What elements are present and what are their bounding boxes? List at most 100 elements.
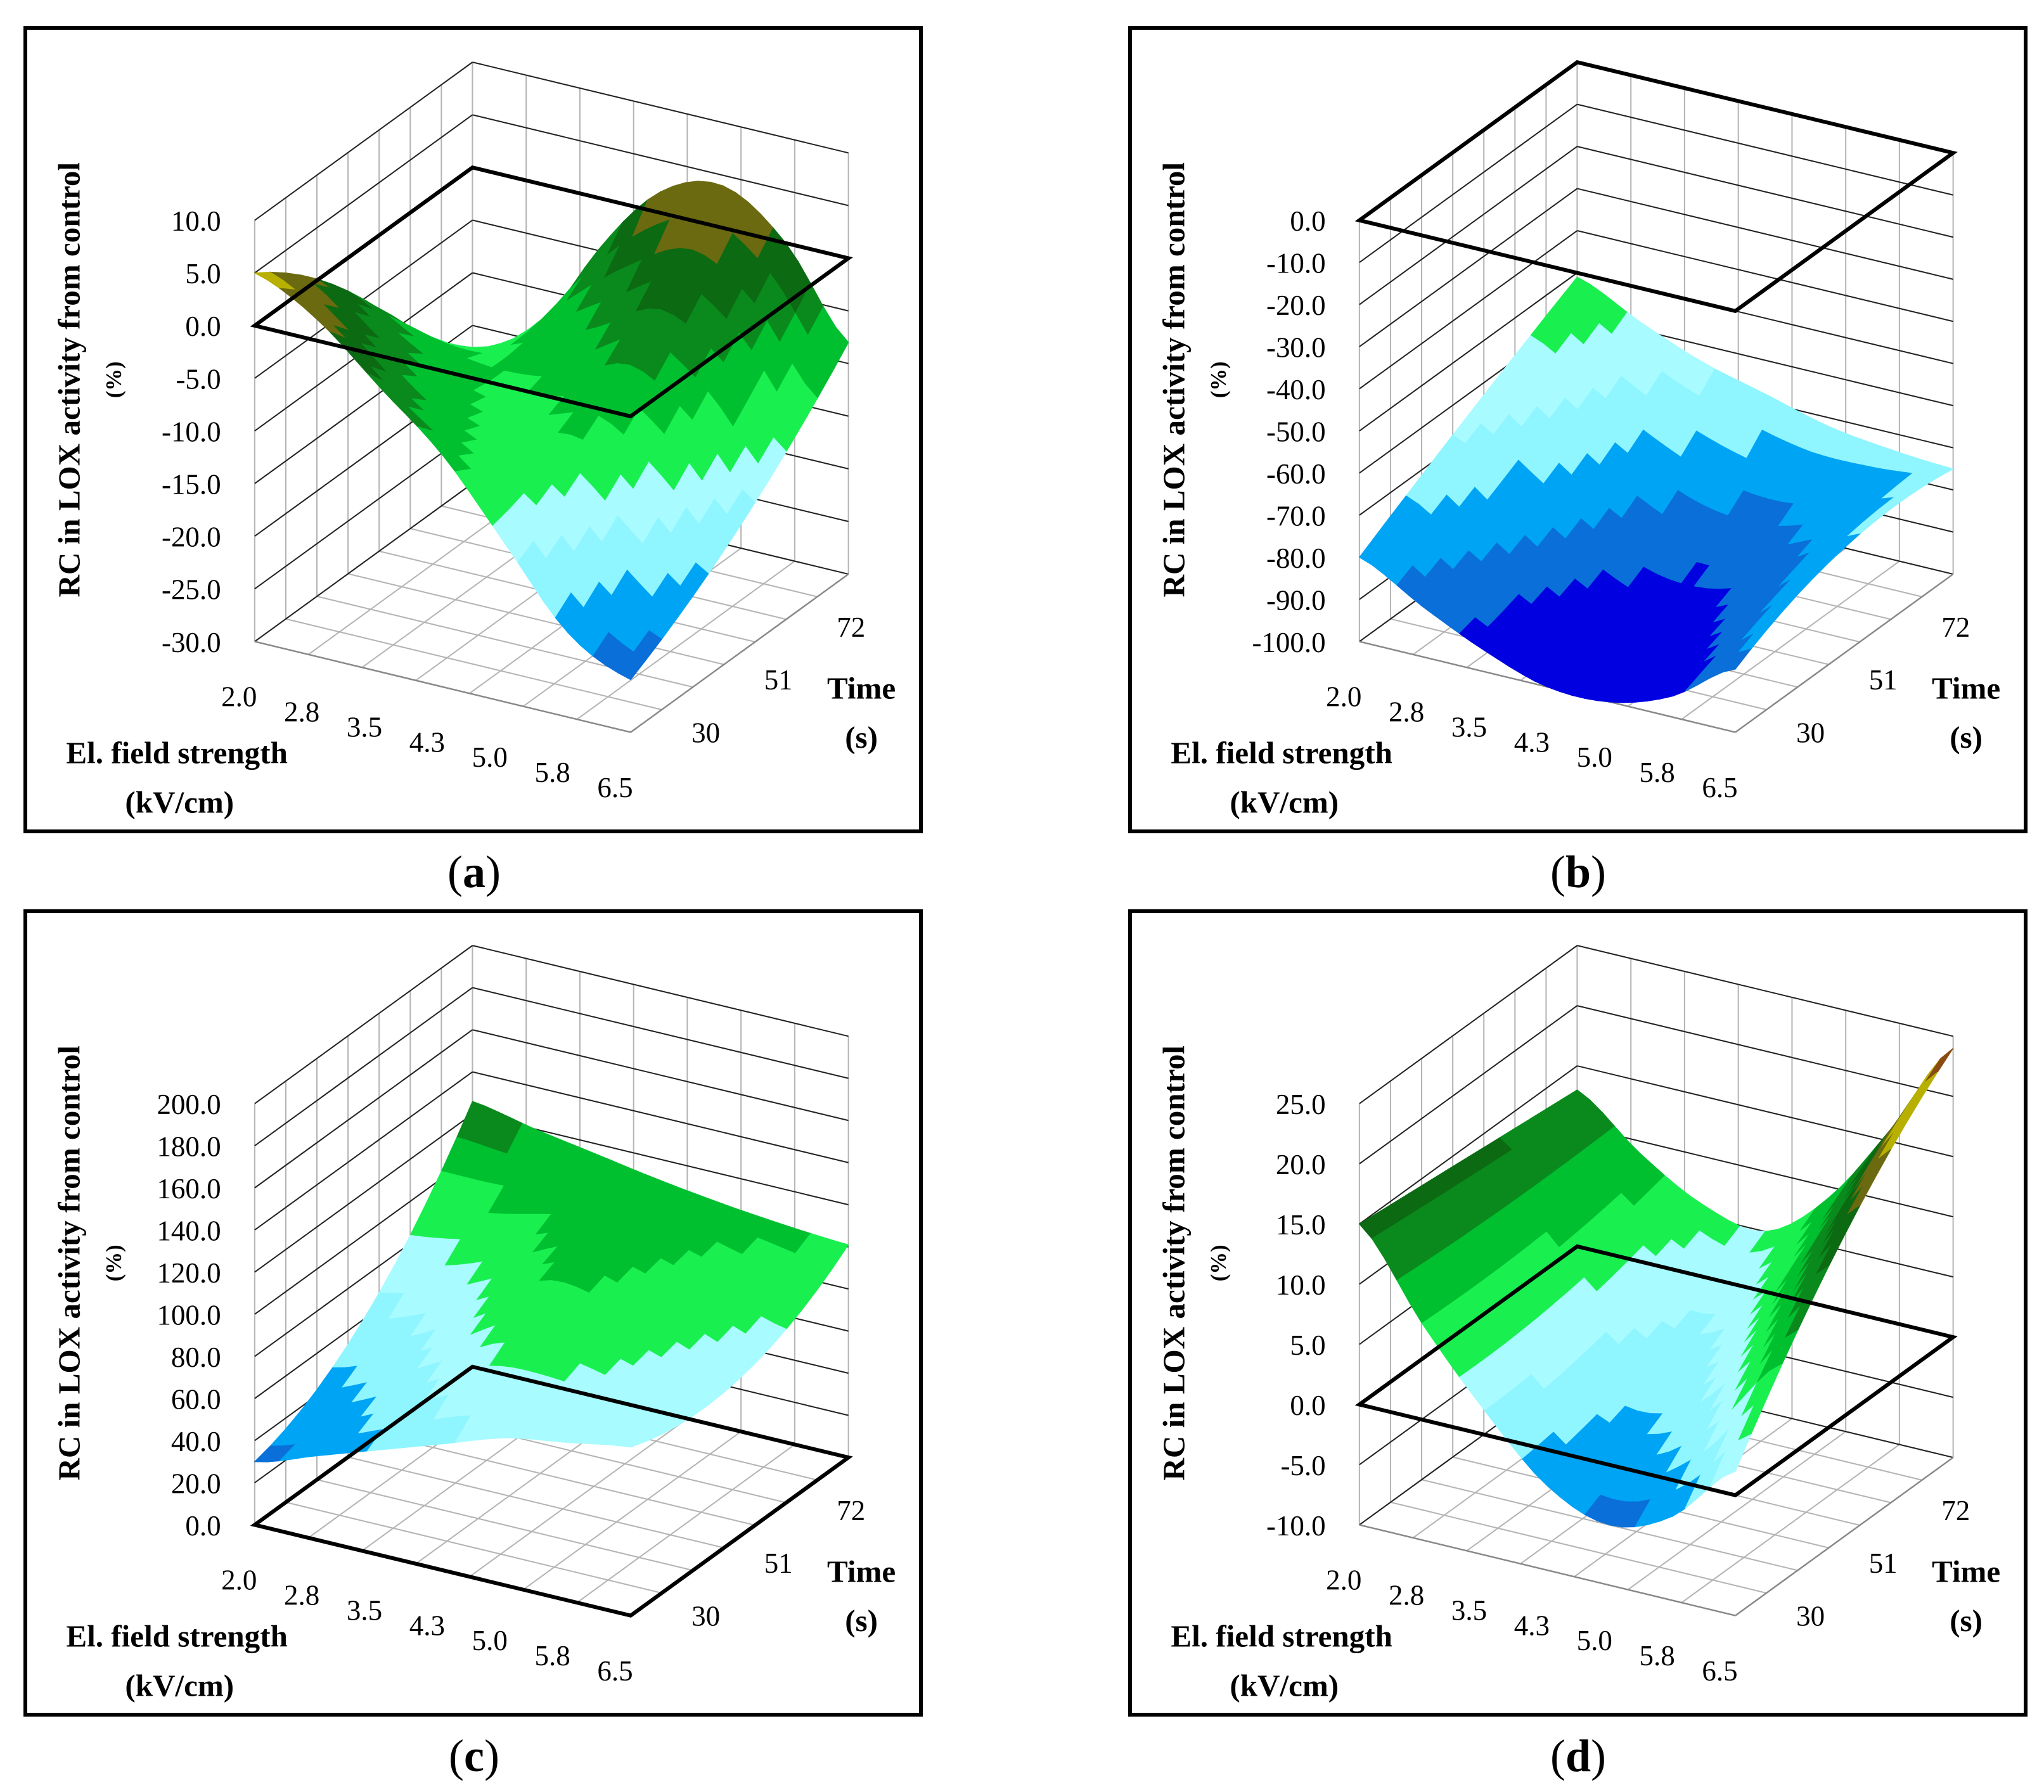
x-tick-label: 2.0 bbox=[1326, 681, 1361, 713]
z-tick-label: -10.0 bbox=[1266, 248, 1326, 279]
z-axis-unit: (%) bbox=[1206, 1245, 1231, 1281]
zero-reference-plane bbox=[1354, 60, 1958, 314]
z-tick-label: 80.0 bbox=[171, 1341, 221, 1373]
floor-grid-line bbox=[576, 1443, 795, 1603]
x-tick-label: 3.5 bbox=[1451, 711, 1487, 743]
z-tick-label: 60.0 bbox=[171, 1383, 221, 1415]
z-tick-label: 0.0 bbox=[1290, 205, 1325, 237]
surface-patch bbox=[617, 651, 647, 681]
x-tick-label: 5.0 bbox=[1577, 1625, 1612, 1656]
surface-patch bbox=[1924, 1047, 1954, 1083]
y-tick-label: 72 bbox=[837, 1495, 865, 1526]
surface-patch bbox=[616, 1438, 648, 1448]
x-tick-label: 2.8 bbox=[284, 1580, 319, 1611]
panel-label-c: (c) bbox=[449, 1731, 499, 1781]
z-tick-label: 40.0 bbox=[171, 1426, 221, 1457]
x-tick-label: 4.3 bbox=[1514, 726, 1550, 758]
z-axis-unit: (%) bbox=[1206, 361, 1231, 398]
floor-grid-line bbox=[1627, 1431, 1846, 1590]
z-grid-line bbox=[254, 987, 473, 1146]
z-tick-label: 0.0 bbox=[185, 310, 221, 342]
z-tick-label: -20.0 bbox=[1266, 290, 1326, 321]
y-axis-unit: (s) bbox=[1950, 1603, 1983, 1638]
z-grid-line bbox=[1577, 945, 1953, 1037]
x-axis-unit: (kV/cm) bbox=[125, 784, 234, 819]
z-tick-label: 100.0 bbox=[157, 1299, 221, 1331]
z-tick-label: 0.0 bbox=[1290, 1390, 1325, 1421]
y-axis-title: Time bbox=[827, 1554, 896, 1589]
z-grid-line bbox=[254, 1113, 473, 1273]
floor-grid-line bbox=[316, 1479, 693, 1571]
z-tick-label: -25.0 bbox=[162, 574, 221, 606]
z-tick-label: -10.0 bbox=[162, 416, 221, 447]
x-axis-unit: (kV/cm) bbox=[125, 1668, 234, 1703]
z-grid-line bbox=[1577, 230, 1953, 323]
z-tick-label: -30.0 bbox=[162, 627, 221, 658]
floor-grid-line bbox=[1390, 1501, 1767, 1594]
chart-panel-b: 0.0 -10.0 -20.0 -30.0 -40.0 -50.0 -60.0 -70.0 -8… bbox=[1128, 26, 2028, 833]
surface-patch bbox=[1893, 1096, 1923, 1133]
y-axis-line bbox=[1735, 1457, 1954, 1616]
z-grid-line bbox=[254, 430, 473, 590]
z-axis-unit: (%) bbox=[101, 1245, 126, 1281]
floor-grid-line bbox=[576, 560, 795, 720]
y-tick-label: 72 bbox=[1941, 611, 1970, 643]
y-tick-label: 51 bbox=[764, 664, 793, 696]
panel-label-b: (b) bbox=[1550, 847, 1606, 897]
y-axis-unit: (s) bbox=[845, 720, 878, 755]
z-axis-unit: (%) bbox=[101, 361, 126, 398]
x-axis-unit: (kV/cm) bbox=[1230, 1668, 1339, 1703]
x-tick-label: 5.0 bbox=[472, 741, 508, 773]
z-grid-line bbox=[1577, 188, 1953, 280]
x-tick-label: 3.5 bbox=[1451, 1594, 1487, 1626]
floor-grid-line bbox=[469, 1418, 688, 1578]
z-tick-label: -90.0 bbox=[1266, 584, 1326, 616]
z-grid-line bbox=[472, 1071, 849, 1163]
z-grid-line bbox=[1359, 146, 1578, 305]
x-tick-label: 2.0 bbox=[1326, 1565, 1361, 1596]
x-tick-label: 5.8 bbox=[1639, 1640, 1674, 1672]
floor-grid-line bbox=[347, 573, 724, 665]
y-tick-label: 30 bbox=[691, 1600, 720, 1632]
y-tick-label: 72 bbox=[1941, 1495, 1970, 1526]
floor-grid-line bbox=[285, 1501, 662, 1594]
x-tick-label: 2.0 bbox=[221, 1565, 257, 1596]
y-tick-label: 72 bbox=[837, 611, 865, 643]
x-axis-line bbox=[254, 641, 631, 733]
y-axis-title: Time bbox=[827, 670, 896, 705]
x-tick-label: 6.5 bbox=[1702, 1655, 1737, 1687]
x-tick-label: 2.8 bbox=[284, 696, 319, 728]
x-tick-label: 6.5 bbox=[597, 772, 633, 803]
x-tick-label: 4.3 bbox=[1514, 1610, 1550, 1641]
chart-panel-a: 10.0 5.0 0.0 -5.0 -10.0 -15.0 -20.0 -25.0 -30.0 2… bbox=[23, 26, 923, 833]
z-grid-line bbox=[254, 1071, 473, 1231]
z-grid-line bbox=[254, 483, 473, 643]
x-axis-title: El. field strength bbox=[1171, 1619, 1392, 1654]
surface-chart-b: 0.0 -10.0 -20.0 -30.0 -40.0 -50.0 -60.0 -70.0 -8… bbox=[1157, 60, 2000, 819]
z-grid-line bbox=[254, 114, 473, 274]
x-axis-line bbox=[1359, 1524, 1736, 1616]
y-tick-label: 30 bbox=[691, 717, 720, 748]
y-axis-unit: (s) bbox=[845, 1603, 878, 1638]
x-tick-label: 4.3 bbox=[409, 726, 445, 758]
z-tick-label: 180.0 bbox=[157, 1131, 221, 1163]
z-tick-label: -80.0 bbox=[1266, 542, 1326, 574]
x-tick-label: 3.5 bbox=[347, 711, 382, 743]
z-axis-title: RC in LOX activity from control bbox=[52, 1046, 87, 1481]
z-grid-line bbox=[472, 114, 849, 207]
surface-chart-d: 25.0 20.0 15.0 10.0 5.0 0.0 -5.0 -10.02.0 2.8 3.5… bbox=[1157, 945, 2000, 1703]
z-tick-label: 0.0 bbox=[185, 1510, 221, 1542]
z-tick-label: -20.0 bbox=[162, 522, 221, 553]
z-tick-label: 20.0 bbox=[171, 1468, 221, 1499]
z-grid-line bbox=[254, 61, 473, 221]
z-grid-line bbox=[1359, 945, 1578, 1104]
z-tick-label: 10.0 bbox=[171, 205, 221, 237]
z-tick-label: -70.0 bbox=[1266, 500, 1326, 532]
z-tick-label: -30.0 bbox=[1266, 331, 1326, 363]
x-tick-label: 5.0 bbox=[472, 1625, 508, 1656]
x-axis-title: El. field strength bbox=[66, 736, 287, 771]
floor-grid-line bbox=[285, 618, 662, 710]
z-tick-label: -5.0 bbox=[1280, 1450, 1325, 1482]
y-axis-title: Time bbox=[1932, 1554, 2000, 1589]
z-axis-title: RC in LOX activity from control bbox=[52, 162, 87, 598]
